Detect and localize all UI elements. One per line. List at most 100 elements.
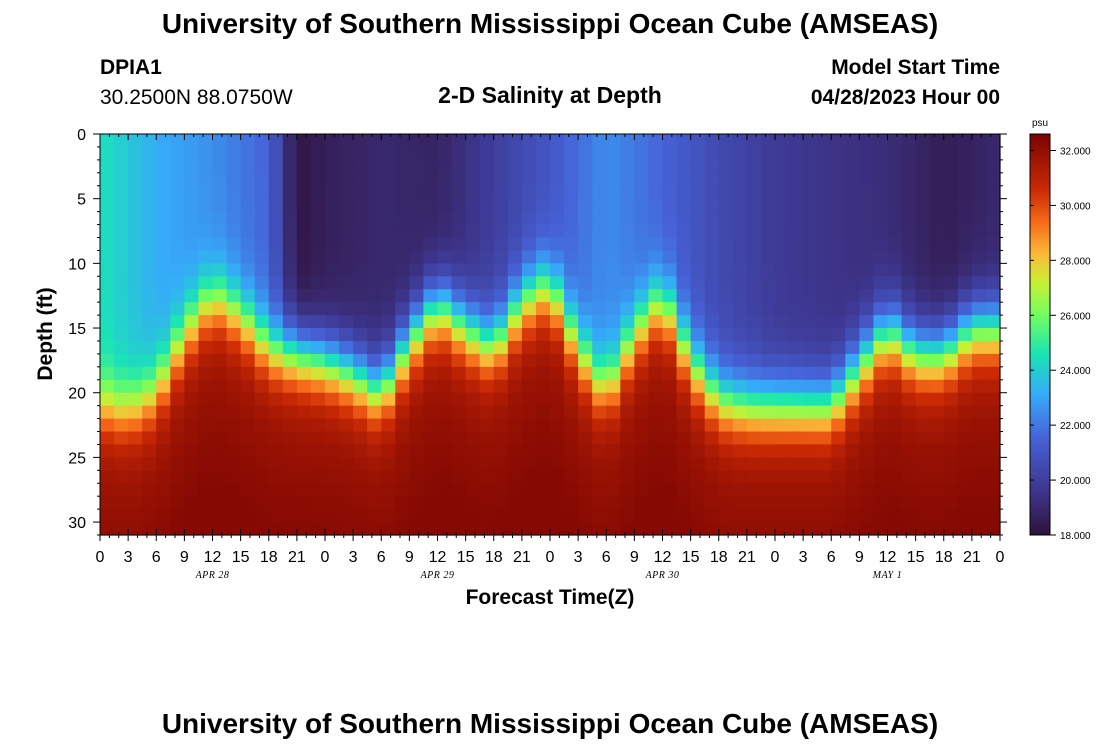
heatmap-cell (957, 134, 973, 148)
heatmap-cell (957, 509, 973, 523)
heatmap-cell (535, 237, 551, 252)
heatmap-cell (634, 392, 650, 407)
heatmap-cell (943, 237, 959, 252)
heatmap-cell (507, 289, 523, 303)
heatmap-cell (760, 198, 776, 213)
heatmap-cell (212, 250, 228, 264)
heatmap-cell (198, 340, 214, 355)
heatmap-cell (789, 366, 804, 381)
heatmap-cell (226, 522, 242, 536)
heatmap-cell (184, 328, 200, 342)
heatmap-cell (606, 237, 621, 252)
heatmap-cell (114, 366, 129, 381)
heatmap-cell (985, 470, 1001, 484)
y-tick-label: 5 (77, 192, 86, 209)
heatmap-cell (367, 431, 382, 446)
heatmap-cell (971, 353, 987, 368)
heatmap-cell (507, 250, 523, 264)
heatmap-cell (957, 276, 973, 290)
heatmap-cell (887, 302, 903, 316)
heatmap-cell (451, 483, 467, 497)
heatmap-cell (676, 302, 692, 316)
heatmap-cell (170, 340, 185, 355)
heatmap-cell (873, 185, 889, 200)
heatmap-cell (831, 237, 846, 252)
heatmap-cell (592, 198, 607, 213)
heatmap-cell (592, 522, 607, 536)
heatmap-cell (662, 263, 678, 277)
heatmap-cell (184, 134, 200, 148)
heatmap-cell (170, 237, 185, 252)
heatmap-cell (268, 276, 284, 290)
heatmap-cell (985, 457, 1001, 471)
heatmap-cell (170, 134, 185, 148)
heatmap-cell (282, 483, 298, 497)
heatmap-cell (310, 172, 326, 187)
heatmap-cell (282, 263, 298, 277)
heatmap-cell (831, 509, 846, 523)
heatmap-cell (100, 366, 115, 381)
heatmap-cell (592, 509, 607, 523)
heatmap-cell (746, 366, 762, 381)
heatmap-cell (929, 289, 945, 303)
heatmap-cell (339, 509, 354, 523)
heatmap-cell (929, 146, 945, 161)
heatmap-cell (226, 405, 242, 420)
heatmap-cell (170, 185, 185, 200)
heatmap-cell (142, 457, 157, 471)
heatmap-cell (845, 172, 860, 187)
heatmap-cell (943, 224, 959, 239)
heatmap-cell (943, 470, 959, 484)
heatmap-cell (957, 211, 973, 226)
heatmap-cell (606, 405, 621, 420)
heatmap-cell (254, 134, 270, 148)
heatmap-cell (451, 431, 467, 446)
heatmap-cell (817, 224, 832, 239)
heatmap-cell (465, 353, 481, 368)
heatmap-cell (606, 340, 621, 355)
heatmap-cell (873, 366, 889, 381)
heatmap-cell (817, 496, 832, 510)
heatmap-cell (114, 328, 129, 342)
heatmap-cell (648, 315, 664, 329)
heatmap-cell (634, 444, 650, 458)
heatmap-cell (535, 496, 551, 510)
heatmap-cell (732, 198, 748, 213)
heatmap-cell (296, 134, 312, 148)
heatmap-cell (226, 289, 242, 303)
heatmap-cell (845, 289, 860, 303)
heatmap-cell (507, 263, 523, 277)
heatmap-cell (493, 418, 509, 433)
heatmap-cell (887, 353, 903, 368)
heatmap-cell (226, 263, 242, 277)
heatmap-cell (142, 379, 157, 394)
heatmap-cell (114, 302, 129, 316)
heatmap-cell (564, 366, 579, 381)
heatmap-cell (451, 289, 467, 303)
heatmap-cell (325, 315, 340, 329)
heatmap-cell (254, 366, 270, 381)
heatmap-cell (465, 328, 481, 342)
heatmap-cell (254, 315, 270, 329)
heatmap-cell (606, 185, 621, 200)
heatmap-cell (578, 185, 593, 200)
heatmap-cell (325, 211, 340, 226)
heatmap-cell (704, 483, 720, 497)
heatmap-cell (746, 328, 762, 342)
heatmap-cell (732, 470, 748, 484)
heatmap-cell (493, 198, 509, 213)
heatmap-cell (985, 315, 1001, 329)
heatmap-cell (662, 289, 678, 303)
heatmap-cell (915, 340, 931, 355)
heatmap-cell (282, 237, 298, 252)
heatmap-cell (746, 470, 762, 484)
heatmap-cell (423, 431, 439, 446)
heatmap-cell (395, 159, 410, 174)
heatmap-cell (268, 392, 284, 407)
heatmap-cell (550, 276, 565, 290)
heatmap-cell (550, 328, 565, 342)
heatmap-cell (353, 366, 368, 381)
heatmap-cell (887, 263, 903, 277)
heatmap-cell (310, 366, 326, 381)
heatmap-cell (479, 405, 495, 420)
